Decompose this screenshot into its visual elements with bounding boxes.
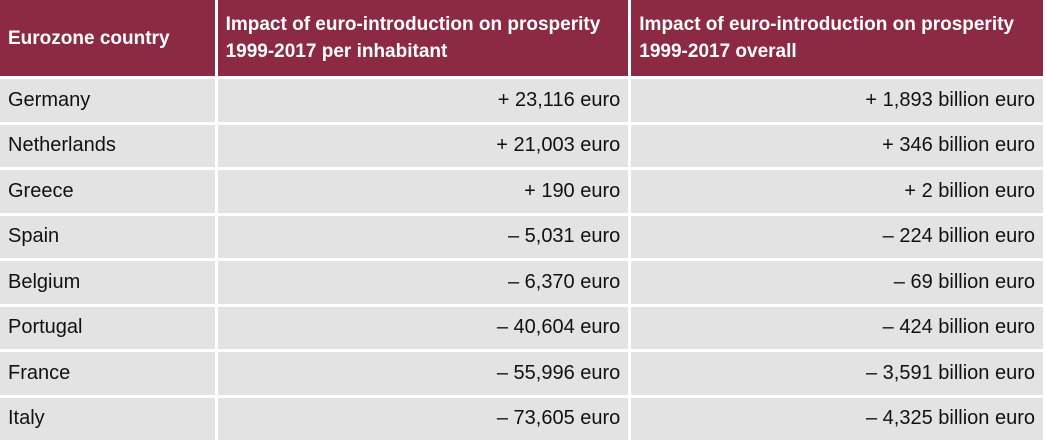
per-inhabitant-cell: – 6,370 euro xyxy=(217,261,629,304)
header-country: Eurozone country xyxy=(0,0,215,76)
per-inhabitant-cell: + 190 euro xyxy=(217,170,629,213)
per-inhabitant-cell: – 40,604 euro xyxy=(217,306,629,349)
overall-cell: + 346 billion euro xyxy=(631,124,1043,167)
per-inhabitant-cell: + 21,003 euro xyxy=(217,124,629,167)
country-cell: Italy xyxy=(0,397,215,440)
header-row: Eurozone country Impact of euro-introduc… xyxy=(0,0,1043,76)
table-row: Italy – 73,605 euro – 4,325 billion euro xyxy=(0,397,1043,440)
table-row: France – 55,996 euro – 3,591 billion eur… xyxy=(0,352,1043,395)
country-cell: Portugal xyxy=(0,306,215,349)
per-inhabitant-cell: – 73,605 euro xyxy=(217,397,629,440)
country-cell: Greece xyxy=(0,170,215,213)
overall-cell: + 2 billion euro xyxy=(631,170,1043,213)
header-per-inhabitant: Impact of euro-introduction on prosperit… xyxy=(217,0,629,76)
overall-cell: – 424 billion euro xyxy=(631,306,1043,349)
per-inhabitant-cell: – 5,031 euro xyxy=(217,215,629,258)
overall-cell: + 1,893 billion euro xyxy=(631,79,1043,122)
overall-cell: – 3,591 billion euro xyxy=(631,352,1043,395)
overall-cell: – 224 billion euro xyxy=(631,215,1043,258)
country-cell: Belgium xyxy=(0,261,215,304)
country-cell: Germany xyxy=(0,79,215,122)
country-cell: Spain xyxy=(0,215,215,258)
country-cell: Netherlands xyxy=(0,124,215,167)
table-row: Germany + 23,116 euro + 1,893 billion eu… xyxy=(0,79,1043,122)
per-inhabitant-cell: – 55,996 euro xyxy=(217,352,629,395)
table-row: Spain – 5,031 euro – 224 billion euro xyxy=(0,215,1043,258)
header-overall: Impact of euro-introduction on prosperit… xyxy=(631,0,1043,76)
overall-cell: – 69 billion euro xyxy=(631,261,1043,304)
per-inhabitant-cell: + 23,116 euro xyxy=(217,79,629,122)
table-row: Belgium – 6,370 euro – 69 billion euro xyxy=(0,261,1043,304)
table-row: Greece + 190 euro + 2 billion euro xyxy=(0,170,1043,213)
country-cell: France xyxy=(0,352,215,395)
table-row: Portugal – 40,604 euro – 424 billion eur… xyxy=(0,306,1043,349)
table-row: Netherlands + 21,003 euro + 346 billion … xyxy=(0,124,1043,167)
overall-cell: – 4,325 billion euro xyxy=(631,397,1043,440)
